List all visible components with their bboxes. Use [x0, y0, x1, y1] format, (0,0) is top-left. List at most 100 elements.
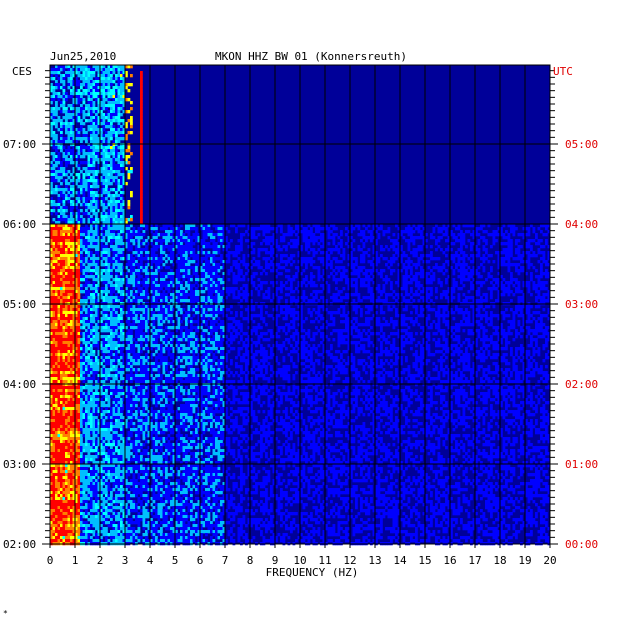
heat-cell	[52, 269, 56, 273]
heat-cell	[197, 251, 201, 255]
heat-cell	[115, 182, 118, 186]
heat-cell	[235, 311, 238, 315]
heat-cell	[192, 254, 196, 258]
heat-cell	[115, 263, 118, 267]
heat-cell	[382, 278, 386, 282]
heat-cell	[117, 212, 121, 216]
heat-cell	[302, 278, 306, 282]
heat-cell	[122, 131, 126, 135]
heat-cell	[107, 134, 111, 138]
heat-cell	[485, 296, 488, 300]
heat-cell	[502, 290, 506, 294]
heat-cell	[130, 224, 133, 228]
heat-cell	[497, 278, 501, 282]
heat-cell	[515, 269, 518, 273]
heat-cell	[102, 287, 106, 291]
heat-cell	[262, 227, 266, 231]
heat-cell	[55, 203, 58, 207]
heat-cell	[115, 269, 118, 273]
heat-cell	[362, 272, 366, 276]
heat-cell	[95, 173, 98, 177]
heat-cell	[215, 251, 218, 255]
heat-cell	[127, 260, 131, 264]
heat-cell	[185, 266, 188, 270]
heat-cell	[497, 254, 501, 258]
heat-cell	[380, 299, 383, 303]
heat-cell	[97, 122, 101, 126]
heat-cell	[457, 293, 461, 297]
heat-cell	[97, 119, 101, 123]
heat-cell	[80, 287, 83, 291]
heat-cell	[545, 287, 548, 291]
heat-cell	[55, 95, 58, 99]
heat-cell	[125, 227, 128, 231]
heat-cell	[122, 218, 126, 222]
heat-cell	[250, 275, 253, 279]
heat-cell	[50, 116, 53, 120]
heat-cell	[115, 74, 118, 78]
heat-cell	[140, 152, 143, 156]
heat-cell	[127, 146, 131, 150]
heat-cell	[100, 110, 103, 114]
heat-cell	[547, 224, 551, 228]
heat-cell	[422, 239, 426, 243]
heat-cell	[75, 131, 78, 135]
heat-cell	[102, 248, 106, 252]
heat-cell	[85, 278, 88, 282]
heat-cell	[90, 200, 93, 204]
heat-cell	[130, 245, 133, 249]
heat-cell	[55, 146, 58, 150]
heat-cell	[72, 128, 76, 132]
heat-cell	[322, 278, 326, 282]
heat-cell	[115, 119, 118, 123]
heat-cell	[202, 272, 206, 276]
heat-cell	[277, 272, 281, 276]
heat-cell	[67, 257, 71, 261]
heat-cell	[402, 299, 406, 303]
heat-cell	[62, 248, 66, 252]
heat-cell	[462, 299, 466, 303]
heat-cell	[70, 299, 73, 303]
heat-cell	[140, 107, 143, 111]
heat-cell	[52, 179, 56, 183]
heat-cell	[67, 128, 71, 132]
heat-cell	[52, 143, 56, 147]
heat-cell	[65, 239, 68, 243]
heat-cell	[175, 305, 178, 309]
heat-cell	[85, 233, 88, 237]
heat-cell	[527, 284, 531, 288]
heat-cell	[75, 155, 78, 159]
heat-cell	[107, 110, 111, 114]
heat-cell	[112, 245, 116, 249]
heat-cell	[125, 239, 128, 243]
heat-cell	[92, 149, 96, 153]
heat-cell	[165, 272, 168, 276]
heat-cell	[242, 290, 246, 294]
heat-cell	[67, 233, 71, 237]
heat-cell	[207, 296, 211, 300]
heat-cell	[95, 212, 98, 216]
heat-cell	[75, 92, 78, 96]
heat-cell	[132, 275, 136, 279]
heat-cell	[125, 134, 128, 138]
heat-cell	[280, 254, 283, 258]
heat-cell	[432, 257, 436, 261]
heat-cell	[155, 224, 158, 228]
heat-cell	[165, 308, 168, 312]
heat-cell	[102, 158, 106, 162]
heat-cell	[132, 230, 136, 234]
heat-cell	[52, 278, 56, 282]
heat-cell	[70, 155, 73, 159]
heat-cell	[262, 296, 266, 300]
heat-cell	[67, 266, 71, 270]
heat-cell	[372, 263, 376, 267]
heat-cell	[85, 257, 88, 261]
heat-cell	[97, 284, 101, 288]
heat-cell	[160, 239, 163, 243]
heat-cell	[50, 212, 53, 216]
heat-cell	[235, 230, 238, 234]
heat-cell	[162, 227, 166, 231]
heat-cell	[157, 287, 161, 291]
heat-cell	[172, 308, 176, 312]
heat-cell	[100, 80, 103, 84]
